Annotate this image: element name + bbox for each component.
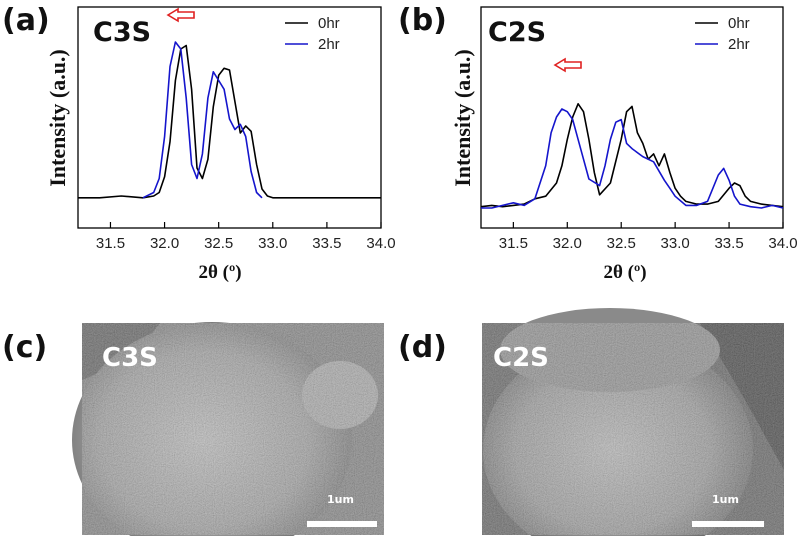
x-axis-label-b: 2θ (º) <box>603 262 646 283</box>
x-ticks-b <box>512 222 784 228</box>
series-line-b-0hr <box>480 103 784 208</box>
legend-b: 0hr 2hr <box>695 15 750 53</box>
x-tick-label-b-3: 33.0 <box>661 235 690 252</box>
legend-label-b-2hr: 2hr <box>728 36 750 53</box>
x-tick-label-b-1: 32.0 <box>553 235 582 252</box>
plot-frame-b <box>480 6 784 229</box>
x-tick-label-b-0: 31.5 <box>499 235 528 252</box>
legend-a: 0hr 2hr <box>285 15 340 53</box>
panel-d: (d) C2S 1um <box>398 308 784 536</box>
plot-frame-a <box>77 6 382 229</box>
panel-label-d: (d) <box>398 330 447 365</box>
x-tick-label-a-0: 31.5 <box>96 235 125 252</box>
x-tick-labels-b: 31.5 32.0 32.5 33.0 33.5 34.0 <box>499 235 798 252</box>
series-line-b-2hr <box>481 108 784 209</box>
x-axis-label-a: 2θ (º) <box>198 262 241 283</box>
x-tick-labels-a: 31.5 32.0 32.5 33.0 33.5 34.0 <box>96 235 396 252</box>
scale-bar-c <box>307 521 377 527</box>
series-lines-b <box>480 103 784 209</box>
chart-title-a: C3S <box>93 17 151 48</box>
sem-texture-c <box>82 323 384 535</box>
series-lines-a <box>78 41 381 199</box>
x-tick-label-a-2: 32.5 <box>204 235 233 252</box>
y-axis-label-a: Intensity (a.u.) <box>45 49 70 187</box>
sem-image-c3s: C3S 1um <box>72 322 384 536</box>
panel-label-b: (b) <box>398 3 447 38</box>
panel-b: (b) Intensity (a.u.) 31.5 32.0 32.5 33.0 33.… <box>398 3 798 283</box>
x-tick-label-a-4: 33.5 <box>312 235 341 252</box>
x-tick-label-a-1: 32.0 <box>150 235 179 252</box>
panel-label-a: (a) <box>2 3 50 38</box>
shift-arrow-b <box>553 57 582 73</box>
left-arrow-icon <box>166 7 195 23</box>
panel-label-c: (c) <box>2 330 47 365</box>
legend-label-a-0hr: 0hr <box>318 15 340 32</box>
x-tick-label-a-3: 33.0 <box>258 235 287 252</box>
chart-title-b: C2S <box>488 17 546 48</box>
x-tick-label-a-5: 34.0 <box>366 235 395 252</box>
sem-texture-d <box>482 323 784 535</box>
x-tick-label-b-4: 33.5 <box>714 235 743 252</box>
sem-title-c: C3S <box>102 343 158 373</box>
y-axis-label-b: Intensity (a.u.) <box>450 49 475 187</box>
panel-c: (c) C3S 1um <box>2 322 384 536</box>
legend-label-a-2hr: 2hr <box>318 36 340 53</box>
shift-arrow-a <box>166 7 195 23</box>
x-ticks-a <box>109 222 382 228</box>
x-tick-label-b-5: 34.0 <box>768 235 797 252</box>
scale-text-d: 1um <box>712 493 739 506</box>
sem-title-d: C2S <box>493 343 549 373</box>
scale-bar-d <box>692 521 764 527</box>
legend-label-b-0hr: 0hr <box>728 15 750 32</box>
panel-a: (a) Intensity (a.u.) 31.5 32.0 32.5 33.0 33.… <box>2 3 396 283</box>
series-line-a-0hr <box>78 44 381 199</box>
sem-image-c2s: C2S 1um <box>482 308 784 536</box>
series-line-a-2hr <box>142 41 263 199</box>
left-arrow-icon <box>553 57 582 73</box>
x-tick-label-b-2: 32.5 <box>607 235 636 252</box>
scale-text-c: 1um <box>327 493 354 506</box>
